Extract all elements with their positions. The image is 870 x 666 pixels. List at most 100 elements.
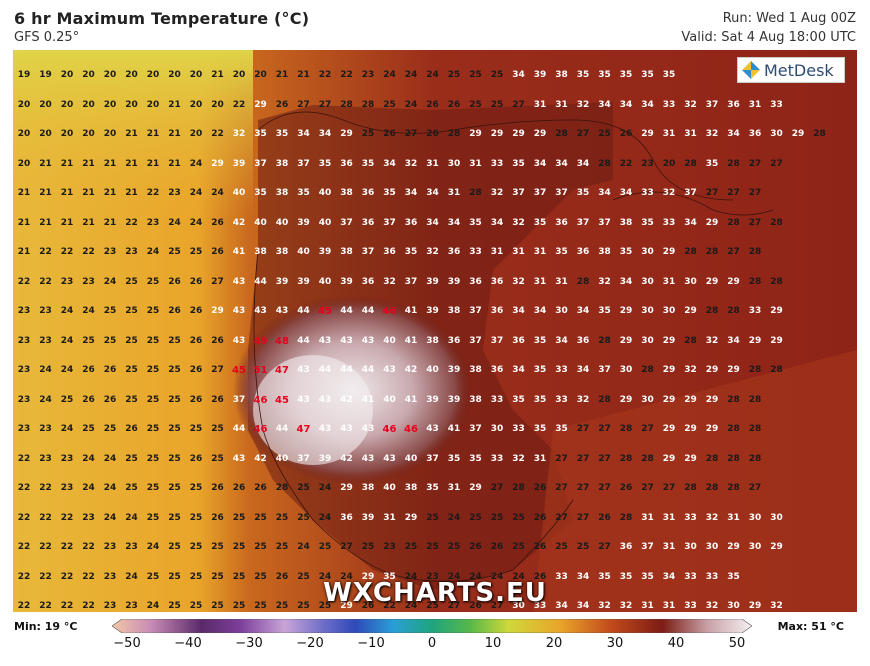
temperature-value: 24: [447, 512, 461, 523]
temperature-value: 21: [103, 217, 117, 228]
color-scale-bar: [112, 619, 752, 633]
temperature-value: 29: [748, 335, 762, 346]
temperature-value: 26: [533, 542, 547, 552]
temperature-value: 26: [189, 276, 203, 287]
temperature-value: 29: [791, 129, 805, 139]
temperature-value: 46: [253, 424, 268, 435]
temperature-value: 20: [254, 70, 267, 80]
temperature-value: 36: [361, 217, 375, 228]
temperature-value: 39: [447, 394, 461, 405]
temperature-value: 24: [82, 483, 95, 493]
temperature-value: 22: [39, 247, 52, 257]
metdesk-logo-icon: [742, 61, 760, 79]
temperature-value: 43: [361, 424, 375, 434]
temperature-value: 20: [39, 129, 52, 139]
temperature-value: 21: [211, 70, 224, 80]
temperature-value: 38: [598, 247, 611, 257]
temperature-value: 22: [383, 601, 396, 611]
temperature-value: 43: [297, 394, 310, 405]
temperature-value: 36: [361, 188, 375, 198]
temperature-value: 40: [383, 394, 396, 405]
temperature-value: 37: [232, 394, 246, 405]
temperature-value: 23: [426, 571, 439, 582]
temperature-value: 24: [60, 365, 74, 375]
temperature-value: 36: [447, 247, 461, 257]
temperature-value: 39: [297, 276, 310, 287]
temperature-value: 25: [146, 365, 160, 375]
temperature-value: 44: [297, 335, 310, 346]
temperature-value: 27: [705, 188, 719, 198]
temperature-value: 26: [254, 483, 267, 493]
temperature-value: 51: [253, 365, 268, 376]
temperature-value: 28: [684, 158, 697, 169]
temperature-value: 29: [770, 306, 783, 316]
temperature-value: 31: [447, 188, 461, 198]
temperature-value: 33: [662, 99, 676, 110]
model-label: GFS 0.25°: [14, 30, 80, 45]
temperature-value: 20: [189, 70, 203, 80]
temperature-value: 20: [17, 99, 31, 110]
temperature-value: 44: [254, 276, 267, 287]
temperature-value: 34: [619, 188, 633, 198]
temperature-value: 34: [555, 158, 568, 169]
temperature-value: 27: [662, 483, 676, 493]
temperature-value: 34: [576, 306, 590, 316]
temperature-value: 25: [146, 424, 160, 434]
temperature-value: 22: [39, 571, 52, 582]
temperature-value: 25: [146, 394, 160, 405]
temperature-value: 24: [60, 306, 74, 316]
temperature-value: 24: [146, 542, 160, 552]
temperature-value: 37: [598, 217, 611, 228]
temperature-value: 33: [684, 512, 697, 523]
temperature-value: 29: [662, 247, 676, 257]
temperature-value: 22: [60, 542, 74, 552]
temperature-value: 28: [619, 453, 633, 464]
temperature-value: 21: [146, 158, 160, 169]
temperature-value: 28: [555, 129, 568, 139]
temperature-value: 23: [641, 158, 654, 169]
temperature-value: 27: [490, 483, 504, 493]
temperature-value: 26: [469, 542, 482, 552]
temperature-value: 31: [748, 99, 762, 110]
temperature-value: 29: [404, 512, 418, 523]
temperature-value: 32: [705, 512, 719, 523]
temperature-value: 37: [469, 335, 482, 346]
temperature-value: 25: [189, 512, 203, 523]
temperature-value: 23: [39, 335, 52, 346]
temperature-value: 30: [770, 512, 783, 523]
temperature-value: 20: [125, 99, 138, 110]
temperature-value: 31: [533, 453, 547, 464]
temperature-value: 39: [318, 453, 332, 464]
temperature-value: 27: [598, 542, 611, 552]
temperature-value: 20: [662, 158, 676, 169]
temperature-value: 30: [641, 247, 654, 257]
temperature-value: 22: [17, 571, 31, 582]
temperature-value: 26: [426, 99, 439, 110]
temperature-value: 20: [60, 70, 74, 80]
temperature-value: 20: [232, 70, 246, 80]
temperature-value: 21: [39, 217, 52, 228]
temperature-value: 37: [340, 217, 353, 228]
temperature-value: 22: [125, 217, 138, 228]
temperature-value: 23: [17, 394, 31, 405]
run-label: Run: Wed 1 Aug 00Z: [722, 11, 856, 26]
temperature-value: 27: [576, 129, 590, 139]
scale-tick-label: −30: [235, 636, 263, 651]
temperature-value: 41: [404, 394, 418, 405]
temperature-value: 28: [770, 217, 783, 228]
temperature-value: 30: [641, 306, 654, 316]
temperature-value: 37: [383, 217, 396, 228]
temperature-value: 24: [404, 70, 418, 80]
temperature-value: 37: [533, 188, 547, 198]
temperature-value: 34: [297, 129, 310, 139]
temperature-value: 24: [146, 247, 160, 257]
temperature-value: 35: [404, 247, 418, 257]
temperature-value: 29: [641, 129, 654, 139]
temperature-value: 24: [383, 70, 396, 80]
temperature-value: 20: [146, 70, 160, 80]
temperature-value: 21: [17, 188, 31, 198]
temperature-value: 24: [60, 335, 74, 346]
temperature-value: 32: [598, 276, 611, 287]
temperature-value: 25: [125, 335, 138, 346]
temperature-value: 40: [275, 453, 289, 464]
